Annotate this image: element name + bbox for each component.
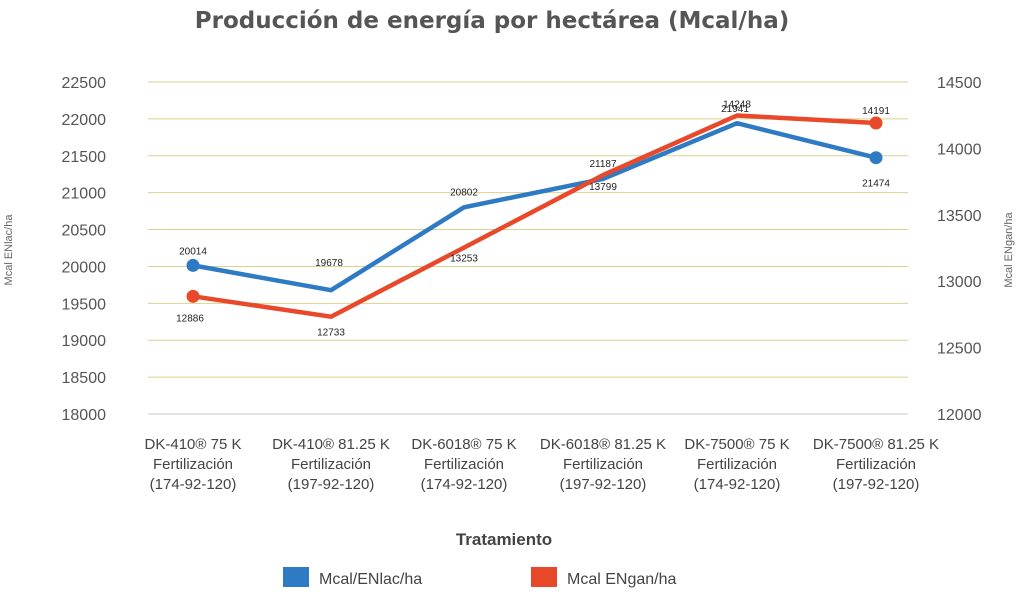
legend-item-engan-label: Mcal ENgan/ha bbox=[567, 571, 676, 588]
right-axis-title: Mcal ENgan/ha bbox=[1003, 212, 1015, 288]
data-label: 12886 bbox=[176, 313, 204, 324]
category-label: (197-92-120) bbox=[833, 476, 920, 493]
series-marker bbox=[186, 258, 200, 272]
right-tick-label: 14000 bbox=[937, 141, 982, 158]
grid-lines bbox=[148, 81, 908, 415]
series-marker bbox=[869, 116, 883, 130]
category-label: Fertilización bbox=[291, 456, 371, 473]
legend-item-enlac-label: Mcal/ENlac/ha bbox=[319, 571, 422, 588]
left-tick-label: 20500 bbox=[62, 223, 107, 240]
x-axis-categories: DK-410® 75 K Fertilización (174-92-120) DK-… bbox=[145, 436, 940, 493]
x-axis-title: Tratamiento bbox=[456, 530, 552, 549]
data-label: 20014 bbox=[179, 246, 207, 257]
category-label: (174-92-120) bbox=[150, 476, 237, 493]
category-label: Fertilización bbox=[424, 456, 504, 473]
data-label: 12733 bbox=[317, 328, 345, 339]
left-tick-label: 20000 bbox=[62, 259, 107, 276]
left-tick-label: 21500 bbox=[62, 149, 107, 166]
category-label: Fertilización bbox=[836, 456, 916, 473]
category-label: DK-410® 81.25 K bbox=[272, 436, 390, 453]
data-label: 21187 bbox=[589, 159, 617, 170]
data-label: 21941 bbox=[721, 104, 749, 115]
left-tick-label: 19500 bbox=[62, 296, 107, 313]
left-tick-label: 21000 bbox=[62, 186, 107, 203]
left-tick-label: 22500 bbox=[62, 75, 107, 92]
category-label: Fertilización bbox=[563, 456, 643, 473]
right-axis: 12000 12500 13000 13500 14000 14500 bbox=[937, 75, 982, 424]
data-label: 13799 bbox=[589, 182, 617, 193]
category-label: DK-6018® 75 K bbox=[411, 436, 516, 453]
right-tick-label: 13000 bbox=[937, 274, 982, 291]
category-label: DK-7500® 75 K bbox=[684, 436, 789, 453]
legend-item-engan-swatch bbox=[531, 567, 557, 587]
left-tick-label: 19000 bbox=[62, 333, 107, 350]
data-label: 13253 bbox=[450, 254, 478, 265]
right-tick-label: 12000 bbox=[937, 407, 982, 424]
category-label: Fertilización bbox=[153, 456, 233, 473]
series-marker bbox=[869, 151, 883, 165]
category-label: (197-92-120) bbox=[288, 476, 375, 493]
chart-title: Producción de energía por hectárea (Mcal… bbox=[195, 8, 790, 34]
data-label: 14248 bbox=[723, 99, 751, 110]
left-axis: 18000 18500 19000 19500 20000 20500 21000 21500… bbox=[62, 75, 107, 424]
left-axis-title: Mcal ENlac/ha bbox=[3, 214, 15, 286]
data-label: 21474 bbox=[862, 179, 890, 190]
right-tick-label: 12500 bbox=[937, 341, 982, 358]
category-label: (174-92-120) bbox=[421, 476, 508, 493]
category-label: Fertilización bbox=[697, 456, 777, 473]
category-label: DK-6018® 81.25 K bbox=[540, 436, 666, 453]
right-tick-label: 13500 bbox=[937, 208, 982, 225]
left-tick-label: 18500 bbox=[62, 370, 107, 387]
category-label: (197-92-120) bbox=[560, 476, 647, 493]
series-layer: 20014 19678 20802 21187 21941 21474 12886 12733… bbox=[176, 99, 890, 338]
right-tick-label: 14500 bbox=[937, 75, 982, 92]
left-tick-label: 22000 bbox=[62, 112, 107, 129]
data-label: 19678 bbox=[315, 258, 343, 269]
category-label: DK-410® 75 K bbox=[145, 436, 242, 453]
legend-item-enlac-swatch bbox=[283, 567, 309, 587]
data-label: 20802 bbox=[450, 187, 478, 198]
data-label: 14191 bbox=[862, 106, 890, 117]
series-line-engan bbox=[190, 113, 879, 319]
category-label: (174-92-120) bbox=[694, 476, 781, 493]
legend: Mcal/ENlac/ha Mcal ENgan/ha bbox=[283, 567, 676, 588]
series-marker bbox=[186, 289, 200, 303]
category-label: DK-7500® 81.25 K bbox=[813, 436, 939, 453]
series-line-enlac bbox=[190, 120, 879, 293]
left-tick-label: 18000 bbox=[62, 407, 107, 424]
